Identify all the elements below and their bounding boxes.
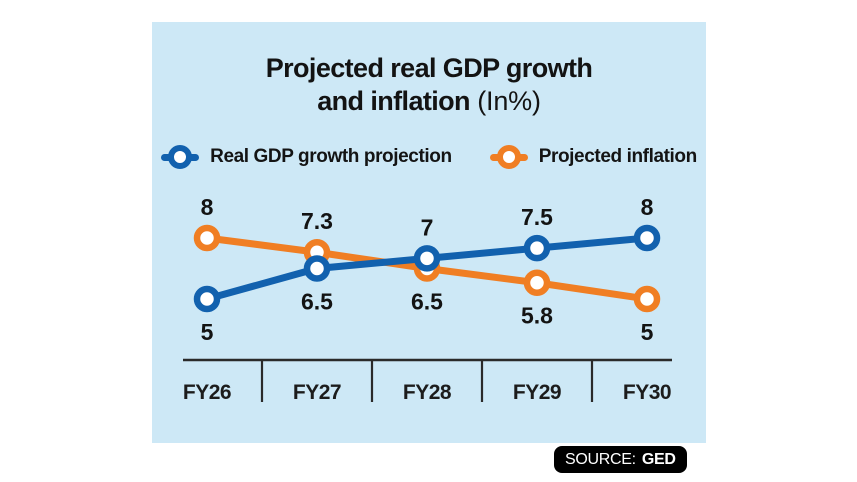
legend-item-inflation: Projected inflation [489, 144, 698, 170]
chart-card: Projected real GDP growth and inflation … [152, 22, 706, 443]
gdp-line-point-marker [413, 245, 441, 272]
chart-title: Projected real GDP growth and inflation … [152, 52, 706, 118]
chart-legend: Real GDP growth projection Projected inf… [152, 144, 706, 170]
data-point-label: 8 [641, 194, 654, 220]
source-badge: SOURCE: GED [554, 446, 687, 473]
x-axis-label: FY29 [513, 381, 561, 404]
gdp-line-point-marker [193, 285, 221, 313]
data-point-label: 6.5 [301, 289, 333, 315]
x-axis-label: FY28 [403, 381, 452, 404]
data-point-label: 6.5 [411, 289, 443, 315]
chart-title-unit: (In%) [469, 85, 541, 116]
legend-label-inflation: Projected inflation [538, 146, 698, 167]
gdp-line-point-marker [303, 255, 331, 282]
legend-item-gdp: Real GDP growth projection [161, 144, 452, 170]
inflation-line-point-marker [633, 285, 661, 313]
chart-title-line1: Projected real GDP growth [265, 53, 593, 83]
legend-label-gdp: Real GDP growth projection [210, 146, 452, 167]
gdp-line-marker-icon [161, 144, 200, 170]
data-point-label: 8 [201, 194, 214, 220]
data-point-label: 7.5 [521, 204, 553, 230]
gdp-line-point-marker [523, 234, 551, 262]
inflation-line-marker-icon [489, 144, 528, 170]
data-point-label: 7.3 [301, 208, 333, 234]
source-name: GED [641, 450, 676, 468]
x-axis-label: FY27 [293, 381, 341, 404]
data-point-label: 5 [641, 319, 654, 345]
source-prefix: SOURCE: [565, 450, 636, 468]
data-point-label: 7 [421, 214, 434, 240]
data-point-label: 5.8 [521, 303, 553, 329]
chart-canvas: FY26 FY27 FY28 FY29 FY30 8 5 7.3 6.5 7 6.5 7.5 5.8 8 5 [183, 194, 672, 404]
chart-title-line2: and inflation (In%) [317, 85, 541, 116]
x-axis-label: FY26 [183, 381, 231, 404]
inflation-line-point-marker [193, 224, 221, 252]
inflation-line-point-marker [523, 269, 551, 296]
gdp-line-point-marker [633, 224, 661, 252]
data-point-label: 5 [201, 319, 214, 345]
x-axis-label: FY30 [623, 381, 671, 404]
